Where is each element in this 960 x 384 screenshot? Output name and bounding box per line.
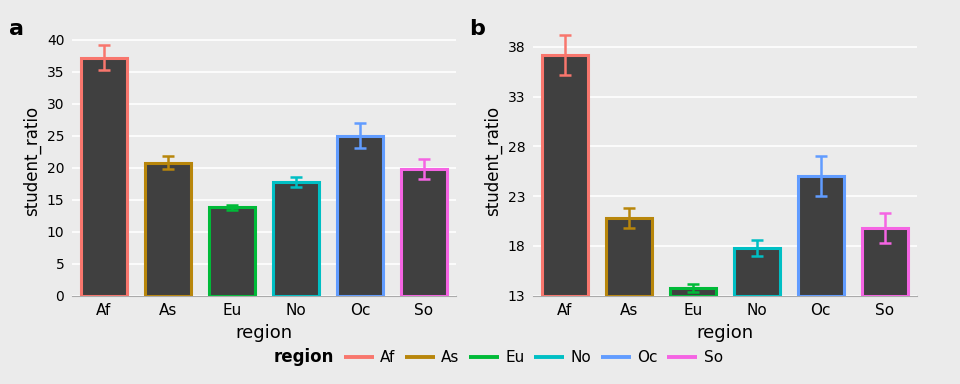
Bar: [733, 248, 780, 296]
X-axis label: region: region: [696, 324, 754, 342]
Bar: [81, 58, 127, 296]
Bar: [401, 169, 447, 296]
Bar: [862, 228, 908, 296]
X-axis label: region: region: [235, 324, 293, 342]
Legend: region, Af, As, Eu, No, Oc, So: region, Af, As, Eu, No, Oc, So: [231, 342, 729, 372]
Bar: [209, 207, 255, 296]
Text: a: a: [9, 19, 24, 39]
Bar: [145, 162, 191, 296]
Bar: [337, 136, 383, 296]
Bar: [606, 218, 652, 296]
Bar: [541, 55, 588, 296]
Y-axis label: student_ratio: student_ratio: [484, 106, 502, 216]
Y-axis label: student_ratio: student_ratio: [23, 106, 41, 216]
Bar: [798, 176, 844, 296]
Bar: [273, 182, 319, 296]
Bar: [670, 288, 716, 296]
Text: b: b: [469, 19, 486, 39]
